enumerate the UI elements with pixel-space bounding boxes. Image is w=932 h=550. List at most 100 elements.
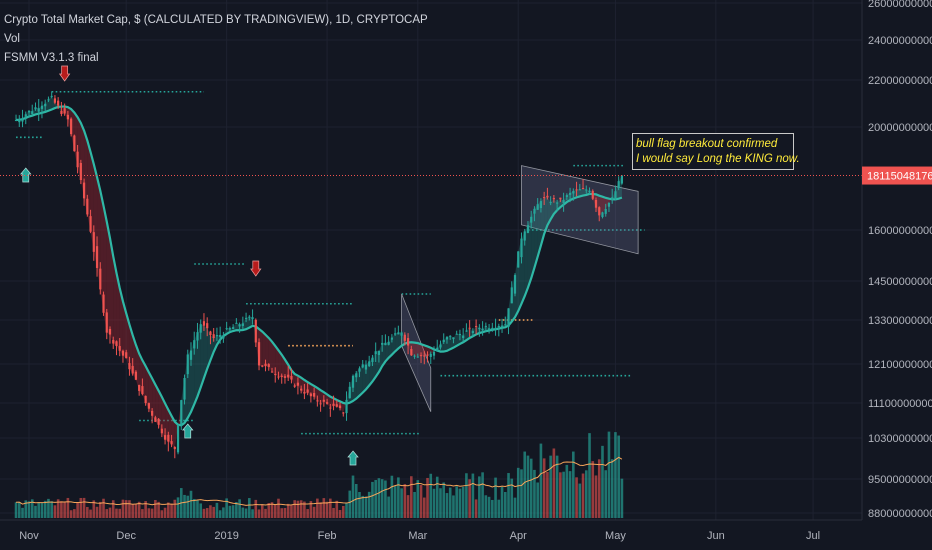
volume-bar (251, 509, 254, 518)
candle (614, 185, 617, 201)
candle (283, 374, 287, 384)
candle (620, 175, 624, 185)
volume-bar (134, 503, 138, 518)
candle (523, 228, 526, 246)
volume-bar (115, 508, 118, 518)
volume-bar (277, 498, 280, 518)
candle (617, 176, 620, 191)
candle (530, 210, 533, 229)
volume-bar (17, 502, 21, 518)
volume-bar (461, 486, 465, 518)
candle (257, 338, 261, 371)
volume-bar (341, 505, 345, 518)
candle (368, 355, 371, 368)
candle (478, 324, 481, 337)
candle (374, 342, 377, 362)
volume-bar (445, 493, 449, 518)
volume-bar (154, 500, 157, 518)
x-axis[interactable]: Nov Dec 2019 Feb Mar Apr May Jun Jul (0, 519, 862, 542)
volume-bar (597, 459, 601, 518)
volume-bar (361, 495, 365, 518)
candle (147, 402, 150, 413)
candle (513, 273, 517, 297)
volume-bar (584, 470, 588, 518)
volume-bar (559, 472, 562, 518)
candle (290, 368, 293, 384)
volume-bar (325, 501, 329, 518)
candle (92, 225, 95, 261)
candle (384, 334, 387, 346)
candle (112, 336, 115, 349)
candle (403, 332, 406, 346)
candle (131, 358, 134, 376)
candle (163, 428, 167, 445)
volume-bar (121, 499, 125, 518)
candle (377, 350, 381, 363)
volume-bar (241, 507, 245, 518)
volume-bar (27, 501, 31, 518)
volume-bar (212, 506, 215, 518)
volume-bar (316, 498, 319, 518)
candle (316, 395, 319, 407)
candle (423, 350, 426, 365)
candle (578, 183, 581, 191)
annotation-line-1: bull flag breakout confirmed (636, 138, 778, 150)
volume-bar (290, 505, 293, 518)
candle (436, 339, 439, 352)
candle (99, 262, 102, 295)
candle (18, 115, 21, 127)
volume-bar (562, 471, 565, 518)
x-tick-label: 2019 (214, 530, 238, 542)
candle (458, 329, 462, 341)
y-axis[interactable]: 88000000000 95000000000 103000000000 111000… (861, 0, 932, 520)
volume-bar (591, 461, 595, 518)
volume-bar (393, 485, 397, 518)
volume-bar (348, 490, 352, 518)
volume-bar (176, 497, 180, 518)
volume-bar (167, 502, 170, 518)
annotation-line-2: I would say Long the KING now. (636, 153, 800, 165)
candle (338, 402, 342, 411)
volume-bar (141, 509, 144, 518)
volume-bar (86, 506, 89, 518)
candle (202, 313, 206, 331)
volume-bar (160, 510, 164, 518)
volume-bar (118, 508, 122, 518)
volume-bar (390, 475, 394, 518)
volume-bar (526, 455, 530, 518)
candle (562, 192, 565, 212)
volume-bar (137, 501, 141, 518)
volume-bar (452, 495, 455, 518)
candle (364, 360, 368, 374)
candle (50, 91, 53, 99)
volume-bar (66, 497, 70, 518)
candle (151, 408, 154, 424)
candle (572, 188, 575, 201)
volume-bar (189, 490, 193, 518)
candle (277, 371, 280, 380)
candle (76, 144, 79, 174)
volume-bar (358, 491, 361, 518)
volume-bar (260, 505, 264, 518)
volume-bar (429, 473, 433, 518)
buy-arrow-up-icon (347, 450, 359, 466)
y-tick-label: 240000000000 (868, 35, 932, 47)
volume-bar (82, 497, 86, 518)
candle (329, 403, 332, 417)
volume-bar (173, 499, 177, 518)
volume-bar (371, 481, 374, 518)
candle (235, 318, 238, 324)
candle (40, 101, 44, 119)
buy-arrow-up-icon (20, 167, 32, 183)
candle (611, 188, 614, 204)
volume-bar (312, 506, 316, 518)
volume-bar (594, 475, 598, 518)
volume-bar (186, 495, 190, 518)
volume-bar (322, 498, 326, 518)
candle (546, 187, 549, 200)
annotation-box[interactable]: bull flag breakout confirmed I would say… (632, 133, 800, 170)
volume-bar (387, 496, 390, 518)
volume-bar (37, 502, 41, 518)
